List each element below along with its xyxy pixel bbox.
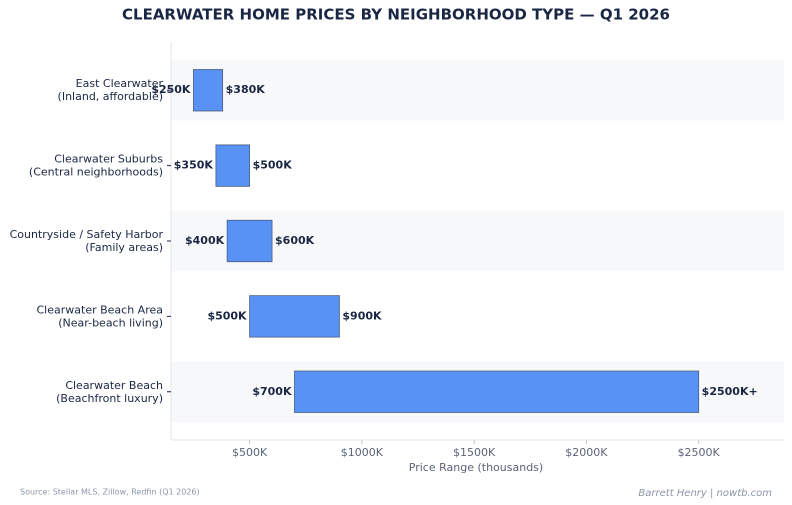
row-band: [171, 210, 784, 272]
y-tick-label-line: (Central neighborhoods): [29, 166, 163, 179]
range-bar: [249, 295, 340, 338]
y-tick-label-line: (Near-beach living): [58, 316, 163, 329]
y-tick-label: Clearwater Suburbs (Central neighborhoods…: [29, 153, 163, 179]
row-band: [171, 60, 784, 121]
low-value-label: $250K: [151, 83, 191, 96]
range-bar: [226, 219, 273, 263]
chart-title: CLEARWATER HOME PRICES BY NEIGHBORHOOD T…: [122, 6, 670, 24]
source-note: Source: Stellar MLS, Zillow, Redfin (Q1 …: [20, 488, 200, 497]
x-tick-label: $1500K: [453, 446, 496, 459]
y-tick-label-line: East Clearwater: [76, 77, 164, 90]
low-value-label: $700K: [252, 385, 292, 398]
range-bar: [294, 370, 700, 413]
high-value-label: $500K: [253, 159, 293, 172]
y-tick-label: Clearwater Beach (Beachfront luxury): [56, 379, 163, 405]
high-value-label: $900K: [342, 309, 382, 322]
y-tick-label-line: Clearwater Beach: [65, 379, 163, 392]
low-value-label: $350K: [174, 159, 214, 172]
x-tick-label: $500K: [232, 446, 268, 459]
y-tick-label: Clearwater Beach Area (Near-beach living): [37, 303, 164, 329]
range-bar: [215, 144, 250, 187]
y-tick-label: Countryside / Safety Harbor (Family areas…: [10, 228, 164, 254]
high-value-label: $380K: [226, 83, 266, 96]
y-tick-label-line: Clearwater Suburbs: [54, 153, 163, 166]
y-tick-label-line: (Family areas): [85, 241, 163, 254]
x-tick-label: $2000K: [565, 446, 608, 459]
y-tick-label-line: Clearwater Beach Area: [37, 303, 164, 316]
x-tick-label: $1000K: [341, 446, 384, 459]
range-bar: [193, 69, 224, 112]
y-tick-label: East Clearwater (Inland, affordable): [58, 77, 164, 103]
low-value-label: $400K: [185, 234, 225, 247]
high-value-label: $600K: [275, 234, 315, 247]
credit: Barrett Henry | nowtb.com: [638, 488, 772, 499]
y-tick-label-line: Countryside / Safety Harbor: [10, 228, 164, 241]
y-tick-label-line: (Beachfront luxury): [56, 392, 163, 405]
high-value-label: $2500K+: [702, 385, 758, 398]
x-axis-label: Price Range (thousands): [409, 461, 543, 474]
x-tick-label: $2500K: [678, 446, 721, 459]
low-value-label: $500K: [207, 309, 247, 322]
y-tick-label-line: (Inland, affordable): [58, 90, 163, 103]
